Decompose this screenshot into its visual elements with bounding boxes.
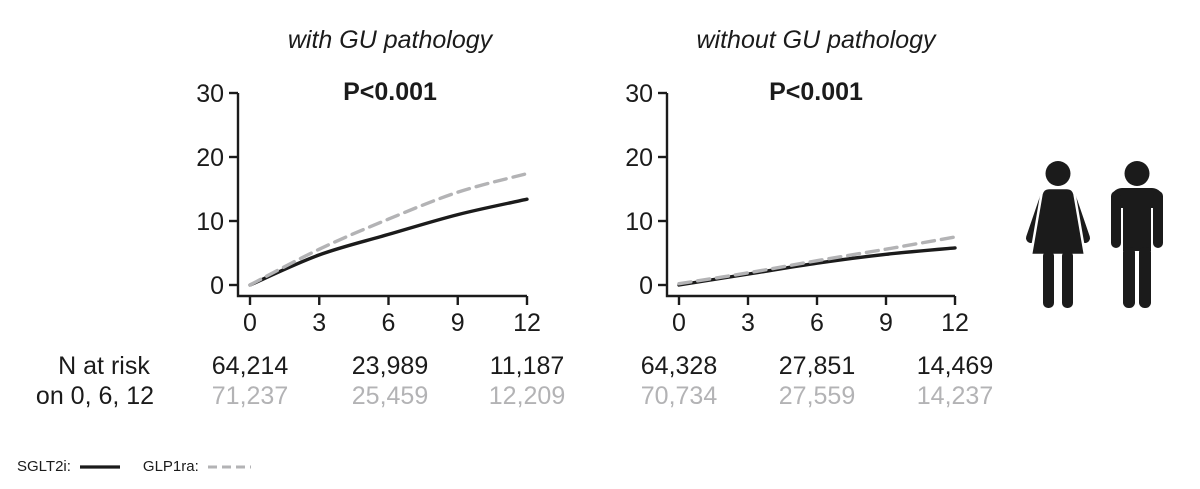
risk-count-sglt2i-t12-left: 11,187 xyxy=(489,352,565,380)
legend-label-sglt2i: SGLT2i: xyxy=(17,458,71,475)
svg-text:3: 3 xyxy=(312,309,326,337)
n-at-risk-times-label: on 0, 6, 12 xyxy=(35,382,155,410)
svg-text:6: 6 xyxy=(382,309,396,337)
sglt2i-solid-line-swatch xyxy=(79,464,120,469)
svg-text:30: 30 xyxy=(196,80,224,108)
legend-label-glp1ra: GLP1ra: xyxy=(142,458,199,475)
svg-text:0: 0 xyxy=(639,272,653,300)
p-value-right: P<0.001 xyxy=(769,78,863,106)
svg-text:20: 20 xyxy=(625,144,653,172)
svg-text:10: 10 xyxy=(196,208,224,236)
legend: SGLT2i: GLP1ra: xyxy=(17,458,252,475)
svg-text:9: 9 xyxy=(879,309,893,337)
svg-text:12: 12 xyxy=(941,309,969,337)
cumulative-incidence-chart-without-gu-pathology: 0 10 20 30 0 3 6 9 12 xyxy=(625,80,969,337)
risk-count-glp1ra-t0-left: 71,237 xyxy=(211,382,289,410)
cumulative-incidence-chart-with-gu-pathology: 0 10 20 30 0 3 6 9 12 xyxy=(196,80,541,337)
risk-count-glp1ra-t0-right: 70,734 xyxy=(640,382,718,410)
svg-text:9: 9 xyxy=(451,309,465,337)
svg-text:6: 6 xyxy=(810,309,824,337)
glp1ra-dashed-line-swatch xyxy=(207,465,251,468)
woman-icon xyxy=(1026,161,1090,308)
svg-text:3: 3 xyxy=(741,309,755,337)
svg-text:0: 0 xyxy=(672,309,686,337)
svg-text:0: 0 xyxy=(243,309,257,337)
svg-text:30: 30 xyxy=(625,80,653,108)
risk-count-glp1ra-t12-right: 14,237 xyxy=(916,382,994,410)
svg-text:12: 12 xyxy=(513,309,541,337)
p-value-left: P<0.001 xyxy=(343,78,437,106)
risk-count-glp1ra-t6-left: 25,459 xyxy=(351,382,429,410)
panel-title-with-gu-pathology: with GU pathology xyxy=(287,26,493,54)
panel-title-without-gu-pathology: without GU pathology xyxy=(696,26,936,54)
svg-text:10: 10 xyxy=(625,208,653,236)
risk-count-glp1ra-t6-right: 27,559 xyxy=(778,382,856,410)
man-icon xyxy=(1111,161,1163,308)
svg-text:20: 20 xyxy=(196,144,224,172)
risk-count-sglt2i-t0-left: 64,214 xyxy=(211,352,289,380)
risk-count-sglt2i-t0-right: 64,328 xyxy=(640,352,718,380)
n-at-risk-label: N at risk xyxy=(58,352,150,380)
svg-text:0: 0 xyxy=(210,272,224,300)
sex-pictograms xyxy=(1022,161,1168,313)
risk-count-glp1ra-t12-left: 12,209 xyxy=(488,382,566,410)
risk-count-sglt2i-t6-left: 23,989 xyxy=(351,352,429,380)
risk-count-sglt2i-t6-right: 27,851 xyxy=(778,352,856,380)
risk-count-sglt2i-t12-right: 14,469 xyxy=(916,352,994,380)
